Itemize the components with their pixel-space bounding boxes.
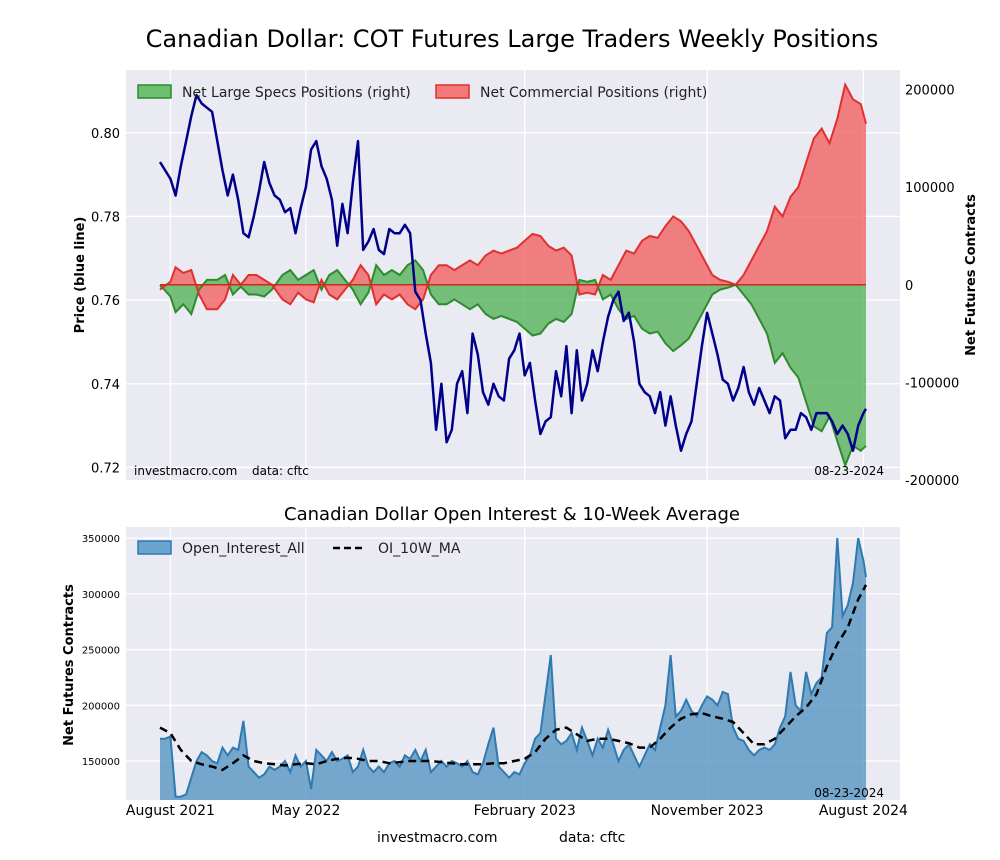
net-large-specs-area <box>160 260 866 466</box>
bottom-y-tick-label: 350000 <box>82 534 120 545</box>
top-date-stamp: 08-23-2024 <box>814 464 884 478</box>
top-right-ticks: -200000 -100000 0 100000 200000 <box>905 84 959 489</box>
oi-10w-ma-line <box>159 584 868 772</box>
top-legend: Net Large Specs Positions (right) Net Co… <box>137 84 707 101</box>
legend-label-specs: Net Large Specs Positions (right) <box>182 85 411 101</box>
net-large-specs-line <box>159 259 867 469</box>
footer-data-note: data: cftc <box>559 830 625 846</box>
open-interest-area <box>160 538 866 800</box>
bottom-legend: Open_Interest_All OI_10W_MA <box>137 540 461 557</box>
open-interest-line <box>160 537 867 798</box>
net-commercial-line <box>159 81 867 311</box>
top-left-tick-label: 0.74 <box>91 378 120 393</box>
price-line <box>158 93 868 452</box>
top-position-areas <box>159 81 867 469</box>
chart-title: Canadian Dollar: COT Futures Large Trade… <box>146 25 879 53</box>
x-tick-label: August 2024 <box>819 803 908 819</box>
bottom-ylabel: Net Futures Contracts <box>62 584 77 746</box>
legend-swatch-specs <box>137 84 172 99</box>
top-right-tick-label: -100000 <box>905 376 959 391</box>
open-interest-panel: Canadian Dollar Open Interest & 10-Week … <box>62 504 908 819</box>
top-left-tick-label: 0.80 <box>91 127 120 142</box>
bottom-title: Canadian Dollar Open Interest & 10-Week … <box>284 504 740 525</box>
top-right-tick-label: -200000 <box>905 474 959 489</box>
top-data-note: data: cftc <box>252 464 309 478</box>
bottom-y-tick-label: 300000 <box>82 590 120 601</box>
net-commercial-area <box>160 84 866 310</box>
legend-swatch-oi <box>137 540 172 555</box>
top-left-ylabel: Price (blue line) <box>73 217 88 334</box>
x-tick-label: February 2023 <box>474 803 576 819</box>
bottom-x-ticks: August 2021 May 2022 February 2023 November… <box>126 803 908 819</box>
top-right-tick-label: 0 <box>905 279 913 294</box>
top-left-tick-label: 0.72 <box>91 461 120 476</box>
top-right-tick-label: 100000 <box>905 181 955 196</box>
bottom-y-ticks: 150000 200000 250000 300000 350000 <box>82 534 120 768</box>
top-left-tick-label: 0.78 <box>91 210 120 225</box>
bottom-y-tick-label: 150000 <box>82 757 120 768</box>
bottom-y-tick-label: 250000 <box>82 646 120 657</box>
x-tick-label: May 2022 <box>271 803 340 819</box>
legend-label-ma: OI_10W_MA <box>378 541 461 557</box>
bottom-grid <box>126 527 900 800</box>
footer-watermark: investmacro.com <box>377 830 497 846</box>
legend-swatch-commercial <box>435 84 470 99</box>
bottom-date-stamp: 08-23-2024 <box>814 786 884 800</box>
top-watermark: investmacro.com <box>134 464 237 478</box>
legend-label-oi: Open_Interest_All <box>182 541 305 557</box>
bottom-y-tick-label: 200000 <box>82 701 120 712</box>
x-tick-label: November 2023 <box>651 803 764 819</box>
top-left-tick-label: 0.76 <box>91 294 120 309</box>
top-right-ylabel: Net Futures Contracts <box>964 194 979 356</box>
open-interest-area-layer <box>160 537 867 800</box>
legend-label-commercial: Net Commercial Positions (right) <box>480 85 707 101</box>
top-left-ticks: 0.72 0.74 0.76 0.78 0.80 <box>91 127 120 477</box>
price-line-layer <box>158 93 868 452</box>
ma-line-layer <box>159 584 868 772</box>
top-right-tick-label: 200000 <box>905 84 955 99</box>
price-positions-panel: 0.72 0.74 0.76 0.78 0.80 -200000 -100000 0 1000… <box>73 70 979 489</box>
x-tick-label: August 2021 <box>126 803 215 819</box>
